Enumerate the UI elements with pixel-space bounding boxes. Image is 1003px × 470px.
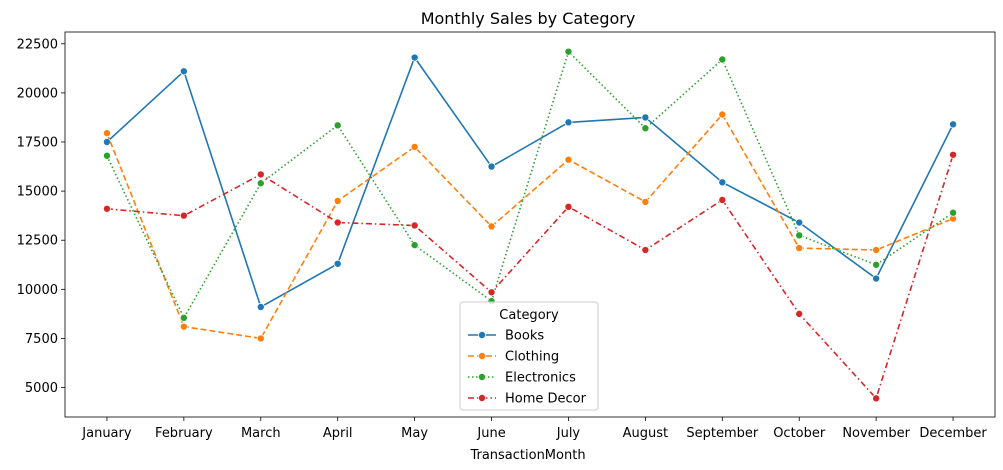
series-line-clothing (106, 113, 954, 340)
data-point-home-decor (564, 202, 573, 211)
y-tick-label: 22500 (17, 37, 58, 52)
legend-label-books: Books (505, 329, 544, 344)
data-point-clothing (179, 322, 188, 331)
chart-title: Monthly Sales by Category (421, 9, 636, 28)
data-point-electronics (102, 151, 111, 160)
legend-box (459, 301, 599, 411)
data-point-home-decor (718, 195, 727, 204)
data-point-home-decor (179, 211, 188, 220)
legend-title: Category (499, 308, 559, 323)
axes: 5000 7500 10000 12500 15000 17500 20000 22500 Ja… (17, 31, 996, 441)
data-point-books (410, 53, 419, 62)
y-tick-label: 12500 (17, 234, 58, 249)
data-point-home-decor (872, 394, 881, 403)
data-point-clothing (102, 129, 111, 138)
data-point-electronics (872, 260, 881, 269)
data-point-home-decor (102, 204, 111, 213)
series-line-books (106, 55, 954, 309)
x-tick-label: December (919, 426, 987, 441)
x-axis-label: TransactionMonth (469, 448, 585, 463)
data-point-books (102, 137, 111, 146)
data-point-books (564, 118, 573, 127)
y-tick-label: 10000 (17, 283, 58, 298)
data-point-electronics (564, 47, 573, 56)
data-point-electronics (718, 55, 727, 64)
legend-marker-home-decor (477, 393, 486, 402)
legend-label-home-decor: Home Decor (505, 392, 587, 407)
x-tick-label: April (323, 426, 353, 441)
data-point-clothing (872, 246, 881, 255)
plot-frame (64, 31, 996, 418)
data-point-electronics (179, 313, 188, 322)
y-tick-label: 17500 (17, 136, 58, 151)
y-tick-label: 5000 (25, 381, 58, 396)
data-point-books (872, 274, 881, 283)
data-point-electronics (333, 121, 342, 130)
data-point-clothing (795, 244, 804, 253)
data-point-clothing (333, 196, 342, 205)
x-tick-label: February (155, 426, 213, 441)
data-point-home-decor (487, 288, 496, 297)
series-line-electronics (106, 50, 954, 320)
data-point-home-decor (641, 246, 650, 255)
x-tick-label: October (773, 426, 826, 441)
data-point-clothing (410, 142, 419, 151)
legend-label-clothing: Clothing (505, 350, 559, 365)
series-layer (102, 47, 958, 403)
y-tick-label: 15000 (17, 185, 58, 200)
legend-marker-electronics (477, 372, 486, 381)
x-tick-label: May (401, 426, 428, 441)
x-tick-label: September (686, 426, 759, 441)
x-tick-label: November (842, 426, 910, 441)
x-tick-label: August (623, 426, 669, 441)
data-point-clothing (718, 110, 727, 119)
data-point-electronics (410, 241, 419, 250)
data-point-books (333, 259, 342, 268)
x-tick-label: January (81, 426, 132, 441)
data-point-books (641, 113, 650, 122)
data-point-clothing (564, 155, 573, 164)
legend-label-electronics: Electronics (505, 371, 576, 386)
data-point-home-decor (949, 150, 958, 159)
legend-marker-books (477, 330, 486, 339)
data-point-home-decor (795, 309, 804, 318)
data-point-electronics (795, 231, 804, 240)
y-tick-label: 20000 (17, 86, 58, 101)
data-point-books (795, 218, 804, 227)
data-point-electronics (949, 208, 958, 217)
data-point-books (179, 67, 188, 76)
x-tick-label: July (556, 426, 581, 441)
data-point-home-decor (410, 221, 419, 230)
x-tick-label: March (241, 426, 281, 441)
data-point-clothing (641, 197, 650, 206)
series-line-home-decor (106, 154, 954, 400)
data-point-home-decor (333, 218, 342, 227)
data-point-books (256, 302, 265, 311)
data-point-home-decor (256, 170, 265, 179)
data-point-electronics (641, 124, 650, 133)
legend: Category Books Clothing Electronics Home Dec… (459, 301, 599, 411)
data-point-electronics (256, 179, 265, 188)
data-point-clothing (256, 334, 265, 343)
data-point-books (487, 162, 496, 171)
x-tick-label: June (476, 426, 505, 441)
legend-marker-clothing (477, 351, 486, 360)
data-point-books (718, 178, 727, 187)
data-point-books (949, 120, 958, 129)
data-point-clothing (487, 222, 496, 231)
y-tick-label: 7500 (25, 332, 58, 347)
